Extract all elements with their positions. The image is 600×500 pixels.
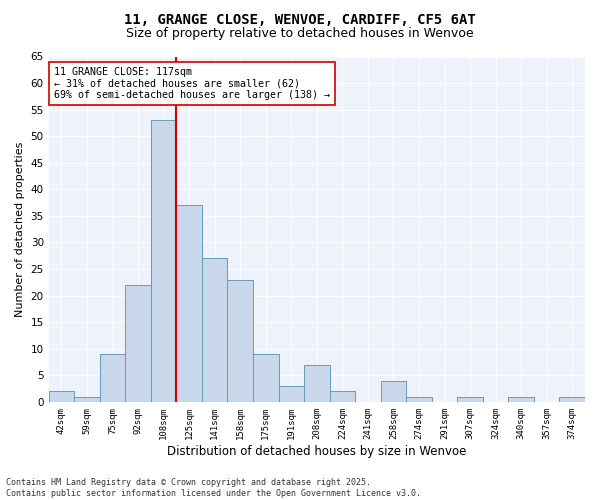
Bar <box>253 354 278 402</box>
Bar <box>380 380 406 402</box>
Text: 11, GRANGE CLOSE, WENVOE, CARDIFF, CF5 6AT: 11, GRANGE CLOSE, WENVOE, CARDIFF, CF5 6… <box>124 12 476 26</box>
Bar <box>49 391 74 402</box>
Bar <box>202 258 227 402</box>
X-axis label: Distribution of detached houses by size in Wenvoe: Distribution of detached houses by size … <box>167 444 467 458</box>
Bar <box>74 396 100 402</box>
Bar <box>406 396 432 402</box>
Bar <box>278 386 304 402</box>
Bar <box>176 206 202 402</box>
Bar <box>457 396 483 402</box>
Text: Size of property relative to detached houses in Wenvoe: Size of property relative to detached ho… <box>126 28 474 40</box>
Bar <box>329 391 355 402</box>
Text: Contains HM Land Registry data © Crown copyright and database right 2025.
Contai: Contains HM Land Registry data © Crown c… <box>6 478 421 498</box>
Y-axis label: Number of detached properties: Number of detached properties <box>15 142 25 317</box>
Bar <box>508 396 534 402</box>
Bar <box>125 285 151 402</box>
Bar <box>151 120 176 402</box>
Text: 11 GRANGE CLOSE: 117sqm
← 31% of detached houses are smaller (62)
69% of semi-de: 11 GRANGE CLOSE: 117sqm ← 31% of detache… <box>54 67 330 100</box>
Bar <box>100 354 125 402</box>
Bar <box>304 364 329 402</box>
Bar <box>559 396 585 402</box>
Bar <box>227 280 253 402</box>
